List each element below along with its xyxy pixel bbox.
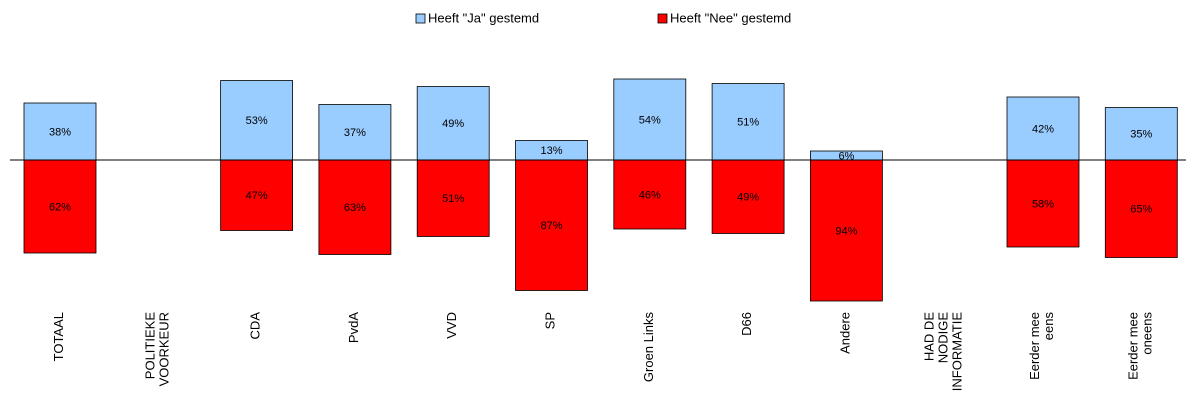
data-label: 54% bbox=[639, 114, 661, 126]
x-tick-label: D66 bbox=[740, 312, 755, 336]
legend-label: Heeft "Nee" gestemd bbox=[670, 10, 791, 25]
legend-label: Heeft "Ja" gestemd bbox=[428, 10, 539, 25]
bar bbox=[318, 104, 392, 161]
data-label: 51% bbox=[442, 193, 464, 205]
x-tick-label: TOTAAL bbox=[51, 312, 66, 361]
bar bbox=[711, 83, 785, 161]
data-label: 51% bbox=[737, 117, 759, 129]
bar bbox=[515, 159, 588, 291]
bar bbox=[810, 159, 883, 302]
x-tick-label: PvdA bbox=[346, 312, 361, 343]
data-label: 62% bbox=[49, 201, 71, 213]
bar bbox=[318, 159, 392, 255]
data-label: 35% bbox=[1130, 129, 1152, 141]
x-tick-label: SP bbox=[543, 312, 558, 329]
x-tick-label: Andere bbox=[838, 312, 853, 354]
data-label: 46% bbox=[639, 189, 661, 201]
bar bbox=[613, 78, 687, 161]
data-label: 87% bbox=[540, 220, 562, 232]
data-label: 13% bbox=[540, 145, 562, 157]
data-label: 58% bbox=[1032, 198, 1054, 210]
data-label: 63% bbox=[344, 202, 366, 214]
bar bbox=[23, 159, 97, 254]
data-label: 65% bbox=[1130, 204, 1152, 216]
x-tick-label: HAD DENODIGEINFORMATIE bbox=[922, 312, 965, 392]
data-label: 37% bbox=[344, 127, 366, 139]
bar bbox=[23, 102, 97, 161]
bar bbox=[220, 80, 294, 161]
bar bbox=[1104, 107, 1178, 161]
data-label: 38% bbox=[49, 126, 71, 138]
data-label: 49% bbox=[442, 118, 464, 130]
data-label: 94% bbox=[835, 225, 857, 237]
bar bbox=[1104, 159, 1178, 258]
legend-swatch bbox=[657, 13, 668, 24]
data-label: 53% bbox=[246, 115, 268, 127]
x-tick-label: VVD bbox=[445, 312, 460, 339]
bar bbox=[613, 159, 687, 230]
data-label: 6% bbox=[838, 150, 854, 162]
x-tick-label: Groen Links bbox=[641, 312, 656, 383]
data-label: 49% bbox=[737, 192, 759, 204]
x-tick-label: Eerder meeeens bbox=[1027, 312, 1056, 380]
x-tick-label: POLITIEKEVOORKEUR bbox=[143, 312, 172, 387]
bar bbox=[416, 159, 490, 237]
bar bbox=[1006, 159, 1080, 248]
x-tick-label: Eerder meeoneens bbox=[1126, 312, 1155, 380]
data-label: 47% bbox=[246, 190, 268, 202]
legend-swatch bbox=[415, 13, 426, 24]
data-label: 42% bbox=[1032, 123, 1054, 135]
bar bbox=[220, 159, 294, 231]
bar bbox=[1006, 96, 1080, 161]
x-tick-label: CDA bbox=[248, 312, 263, 340]
bar bbox=[711, 159, 785, 234]
